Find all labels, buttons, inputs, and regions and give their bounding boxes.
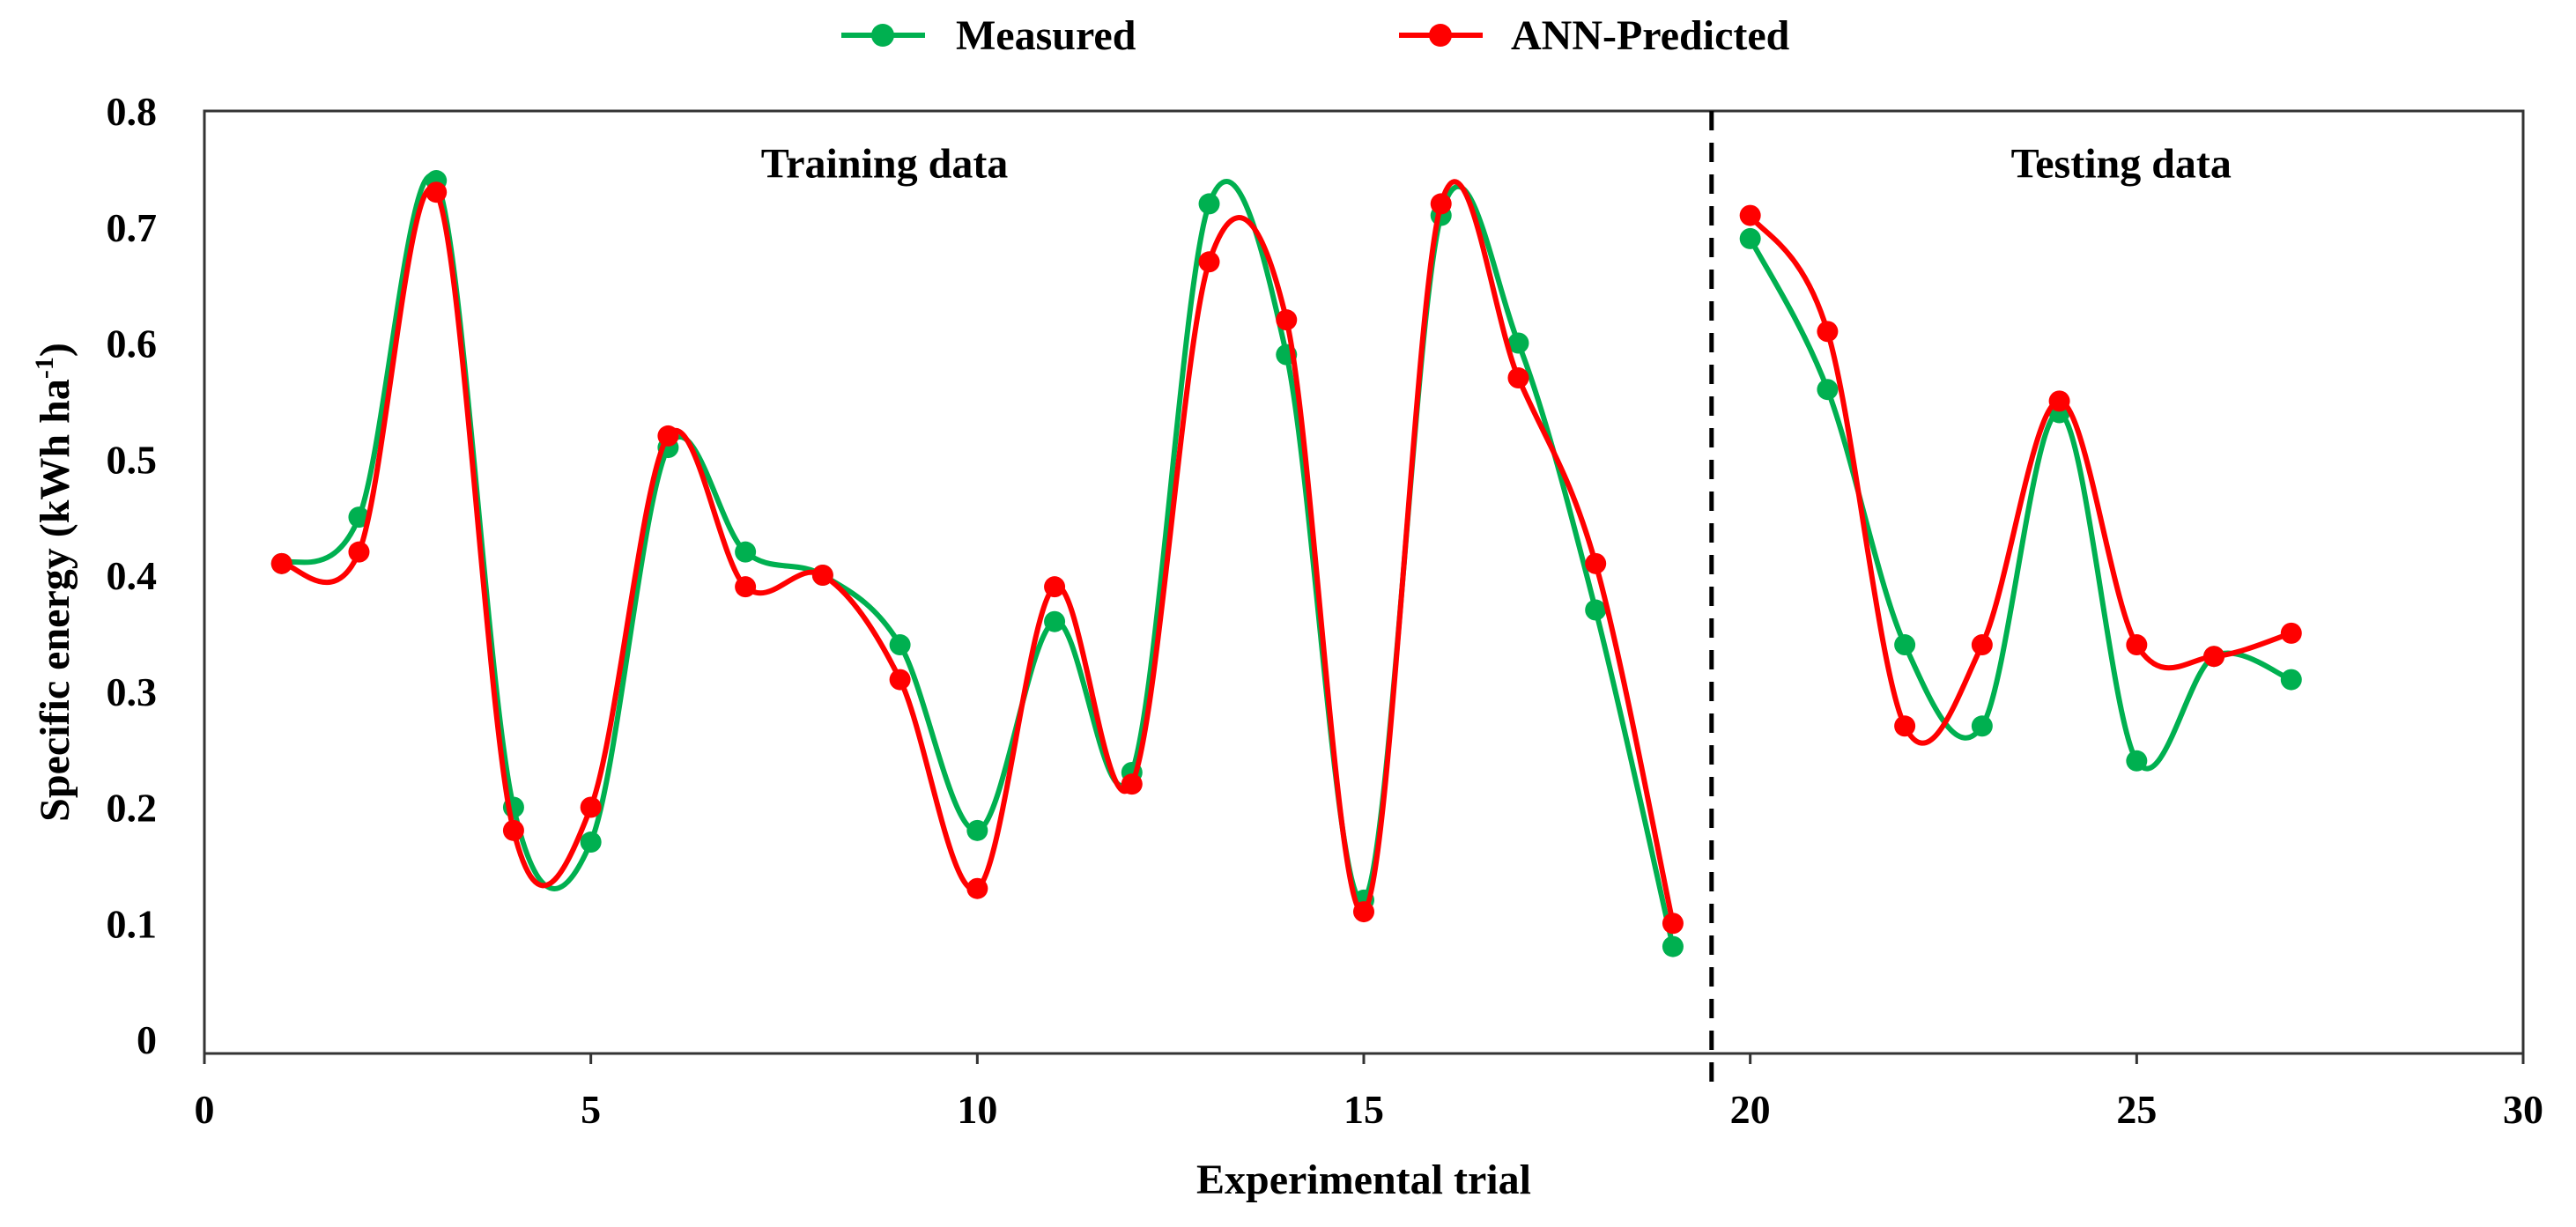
y-axis: 0 0.1 0.2 0.3 0.4 0.5 0.6 0.7 0.8 (107, 89, 158, 1062)
data-point-ann-predicted (1430, 193, 1452, 215)
data-point-ann-predicted (1662, 913, 1684, 935)
series-line-measured-testing (1747, 235, 2294, 772)
y-tick-label: 0.6 (107, 322, 158, 366)
y-axis-title-main: Specific energy (kWh ha (32, 379, 78, 822)
y-tick-label: 0.7 (107, 205, 158, 250)
data-point-measured (1739, 227, 1761, 249)
data-point-ann-predicted (270, 552, 292, 574)
data-point-measured (1507, 332, 1529, 354)
data-point-ann-predicted (348, 541, 370, 563)
data-point-ann-predicted (2126, 634, 2148, 656)
series-layer (270, 170, 2302, 957)
data-point-measured (1585, 599, 1607, 621)
y-tick-label: 0.1 (107, 901, 158, 946)
y-tick-label: 0 (137, 1017, 157, 1062)
data-point-measured (1894, 634, 1916, 656)
y-tick-label: 0.5 (107, 437, 158, 482)
data-point-measured (1971, 715, 1993, 737)
y-tick-label: 0.4 (107, 553, 158, 598)
data-point-ann-predicted (1507, 367, 1529, 389)
data-point-ann-predicted (2048, 390, 2070, 412)
data-point-measured (1662, 935, 1684, 957)
data-point-ann-predicted (580, 796, 602, 818)
data-point-ann-predicted (1276, 309, 1298, 331)
y-tick-label: 0.2 (107, 786, 158, 831)
data-point-measured (1817, 379, 1839, 401)
data-point-ann-predicted (1353, 901, 1374, 923)
data-point-ann-predicted (811, 565, 833, 586)
data-point-measured (735, 541, 757, 563)
data-point-ann-predicted (1739, 204, 1761, 226)
legend-marker-measured (871, 24, 894, 47)
data-point-ann-predicted (889, 669, 911, 691)
x-tick-label: 5 (581, 1087, 601, 1132)
data-point-ann-predicted (2203, 646, 2225, 668)
data-point-ann-predicted (1894, 715, 1916, 737)
x-tick-label: 0 (195, 1087, 215, 1132)
data-point-measured (889, 634, 911, 656)
data-point-ann-predicted (735, 576, 757, 598)
data-point-ann-predicted (2280, 622, 2302, 644)
data-point-ann-predicted (1198, 251, 1220, 273)
legend-marker-ann-predicted (1429, 24, 1452, 47)
legend-item-measured: Measured (841, 12, 1136, 59)
legend-label-measured: Measured (956, 12, 1136, 59)
testing-data-label: Testing data (2011, 140, 2232, 187)
legend-label-ann-predicted: ANN-Predicted (1511, 12, 1790, 59)
x-axis-title: Experimental trial (1196, 1157, 1531, 1203)
y-axis-title-end: ) (32, 343, 78, 357)
data-point-ann-predicted (1044, 576, 1066, 598)
data-point-measured (966, 819, 988, 841)
data-point-measured (580, 832, 602, 854)
series-line-ann-predicted-training (278, 179, 1676, 927)
data-point-ann-predicted (1817, 321, 1839, 343)
legend-item-ann-predicted: ANN-Predicted (1399, 12, 1790, 59)
training-data-label: Training data (761, 140, 1009, 187)
data-point-ann-predicted (1121, 773, 1143, 795)
series-line-ann-predicted-testing (1747, 212, 2294, 746)
x-tick-label: 10 (957, 1087, 997, 1132)
legend: Measured ANN-Predicted (841, 12, 1790, 59)
x-tick-label: 30 (2503, 1087, 2543, 1132)
data-point-measured (348, 506, 370, 528)
y-tick-label: 0.8 (107, 89, 158, 134)
data-point-ann-predicted (1971, 634, 1993, 656)
y-axis-title-superscript: -1 (30, 357, 59, 379)
data-point-ann-predicted (1585, 552, 1607, 574)
data-point-ann-predicted (426, 181, 448, 203)
series-ann-predicted (270, 179, 2302, 935)
data-point-measured (1198, 193, 1220, 215)
data-point-ann-predicted (966, 877, 988, 899)
data-point-ann-predicted (657, 425, 679, 447)
data-point-measured (1044, 610, 1066, 632)
data-point-measured (2126, 750, 2148, 772)
y-tick-label: 0.3 (107, 669, 158, 714)
x-tick-label: 25 (2116, 1087, 2157, 1132)
x-tick-label: 15 (1344, 1087, 1384, 1132)
data-point-measured (2280, 669, 2302, 691)
data-point-ann-predicted (502, 819, 524, 841)
x-tick-label: 20 (1730, 1087, 1771, 1132)
x-axis: 0 5 10 15 20 25 30 (195, 1053, 2543, 1132)
y-axis-title: Specific energy (kWh ha-1) (30, 343, 78, 822)
